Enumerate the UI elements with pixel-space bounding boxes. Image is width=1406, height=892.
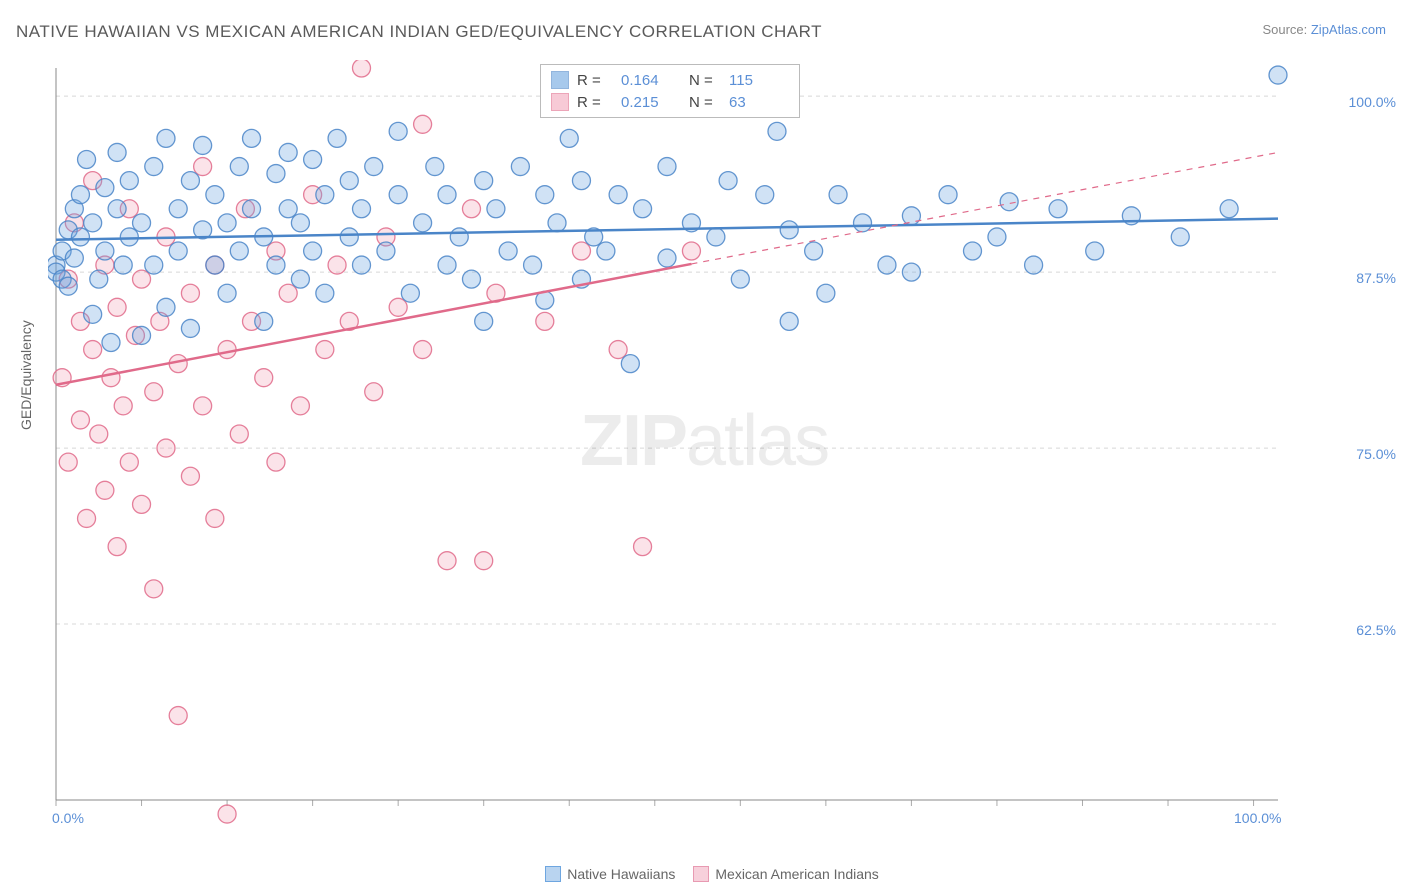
legend-swatch xyxy=(545,866,561,882)
source-attribution: Source: ZipAtlas.com xyxy=(1262,22,1386,37)
legend-swatch xyxy=(551,93,569,111)
y-axis-label: GED/Equivalency xyxy=(18,320,34,430)
legend-swatch xyxy=(693,866,709,882)
legend-swatch xyxy=(551,71,569,89)
watermark-bold: ZIP xyxy=(580,401,686,481)
y-tick-label: 75.0% xyxy=(1356,446,1396,462)
source-link[interactable]: ZipAtlas.com xyxy=(1311,22,1386,37)
legend-label: Mexican American Indians xyxy=(715,866,878,882)
r-label: R = xyxy=(577,72,613,89)
r-value: 0.164 xyxy=(621,72,681,89)
y-tick-label: 87.5% xyxy=(1356,270,1396,286)
stats-legend: R = 0.164 N = 115 R = 0.215 N = 63 xyxy=(540,64,800,118)
r-label: R = xyxy=(577,94,613,111)
x-tick-label: 0.0% xyxy=(52,810,84,826)
y-tick-label: 100.0% xyxy=(1349,94,1396,110)
n-value: 63 xyxy=(729,94,789,111)
r-value: 0.215 xyxy=(621,94,681,111)
stats-legend-row: R = 0.164 N = 115 xyxy=(551,69,789,91)
n-label: N = xyxy=(689,94,721,111)
legend-label: Native Hawaiians xyxy=(567,866,675,882)
watermark: ZIPatlas xyxy=(580,400,828,482)
stats-legend-row: R = 0.215 N = 63 xyxy=(551,91,789,113)
x-tick-label: 100.0% xyxy=(1234,810,1281,826)
y-tick-label: 62.5% xyxy=(1356,622,1396,638)
series-legend: Native Hawaiians Mexican American Indians xyxy=(0,866,1406,882)
source-prefix: Source: xyxy=(1262,22,1310,37)
n-label: N = xyxy=(689,72,721,89)
watermark-light: atlas xyxy=(686,401,828,481)
chart-title: NATIVE HAWAIIAN VS MEXICAN AMERICAN INDI… xyxy=(16,22,822,42)
n-value: 115 xyxy=(729,72,789,89)
